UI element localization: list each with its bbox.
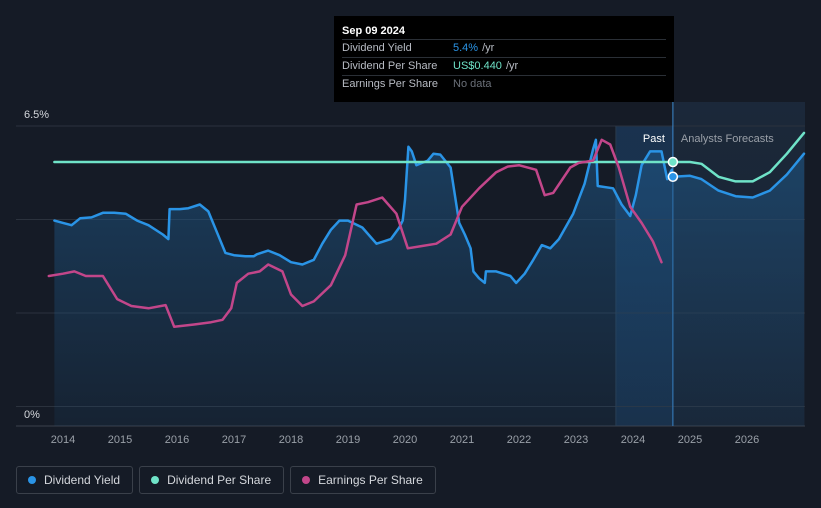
series-area-dividend-yield xyxy=(54,139,804,427)
legend-item-dividend-per-share[interactable]: Dividend Per Share xyxy=(139,466,285,494)
legend-label: Dividend Per Share xyxy=(167,473,272,487)
legend-dot-icon xyxy=(28,476,36,484)
x-tick-label: 2021 xyxy=(450,434,474,446)
x-tick-label: 2025 xyxy=(678,434,702,446)
tooltip-label: Dividend Per Share xyxy=(342,60,438,72)
x-tick-label: 2024 xyxy=(621,434,645,446)
legend-label: Earnings Per Share xyxy=(318,473,423,487)
x-tick-label: 2017 xyxy=(222,434,246,446)
legend-item-dividend-yield[interactable]: Dividend Yield xyxy=(16,466,134,494)
tooltip-value: US$0.440 xyxy=(453,60,502,72)
marker-dividend-yield xyxy=(667,171,679,183)
x-tick-label: 2014 xyxy=(51,434,75,446)
period-label-forecast: Analysts Forecasts xyxy=(681,133,774,145)
tooltip-label: Earnings Per Share xyxy=(342,78,438,90)
legend-item-earnings-per-share[interactable]: Earnings Per Share xyxy=(290,466,436,494)
x-tick-label: 2020 xyxy=(393,434,417,446)
legend-dot-icon xyxy=(151,476,160,484)
period-label-past: Past xyxy=(643,133,665,145)
marker-dividend-per-share xyxy=(667,156,679,168)
legend-label: Dividend Yield xyxy=(44,473,121,487)
tooltip-row-dividend-per-share: Dividend Per Share US$0.440 /yr xyxy=(342,58,666,76)
tooltip-row-earnings-per-share: Earnings Per Share No data xyxy=(342,76,666,93)
tooltip-row-dividend-yield: Dividend Yield 5.4% /yr xyxy=(342,40,666,58)
tooltip-label: Dividend Yield xyxy=(342,42,412,54)
x-tick-label: 2026 xyxy=(735,434,759,446)
series-line-dividend-per-share xyxy=(53,131,806,183)
y-tick-label: 6.5% xyxy=(24,109,49,121)
tooltip-date: Sep 09 2024 xyxy=(342,23,666,40)
x-tick-label: 2019 xyxy=(336,434,360,446)
tooltip-unit: /yr xyxy=(505,60,519,72)
legend-dot-icon xyxy=(302,476,311,484)
tooltip-unit: /yr xyxy=(482,42,495,54)
x-tick-label: 2015 xyxy=(108,434,132,446)
tooltip-value: No data xyxy=(453,78,492,90)
y-tick-label: 0% xyxy=(24,409,40,421)
x-tick-label: 2023 xyxy=(564,434,588,446)
tooltip-value: 5.4% xyxy=(453,42,479,54)
legend: Dividend Yield Dividend Per Share Earnin… xyxy=(16,466,436,494)
x-tick-label: 2022 xyxy=(507,434,531,446)
tooltip: Sep 09 2024 Dividend Yield 5.4% /yr Divi… xyxy=(334,16,674,102)
series-line-earnings-per-share xyxy=(47,138,663,329)
x-tick-label: 2018 xyxy=(279,434,303,446)
x-tick-label: 2016 xyxy=(165,434,189,446)
